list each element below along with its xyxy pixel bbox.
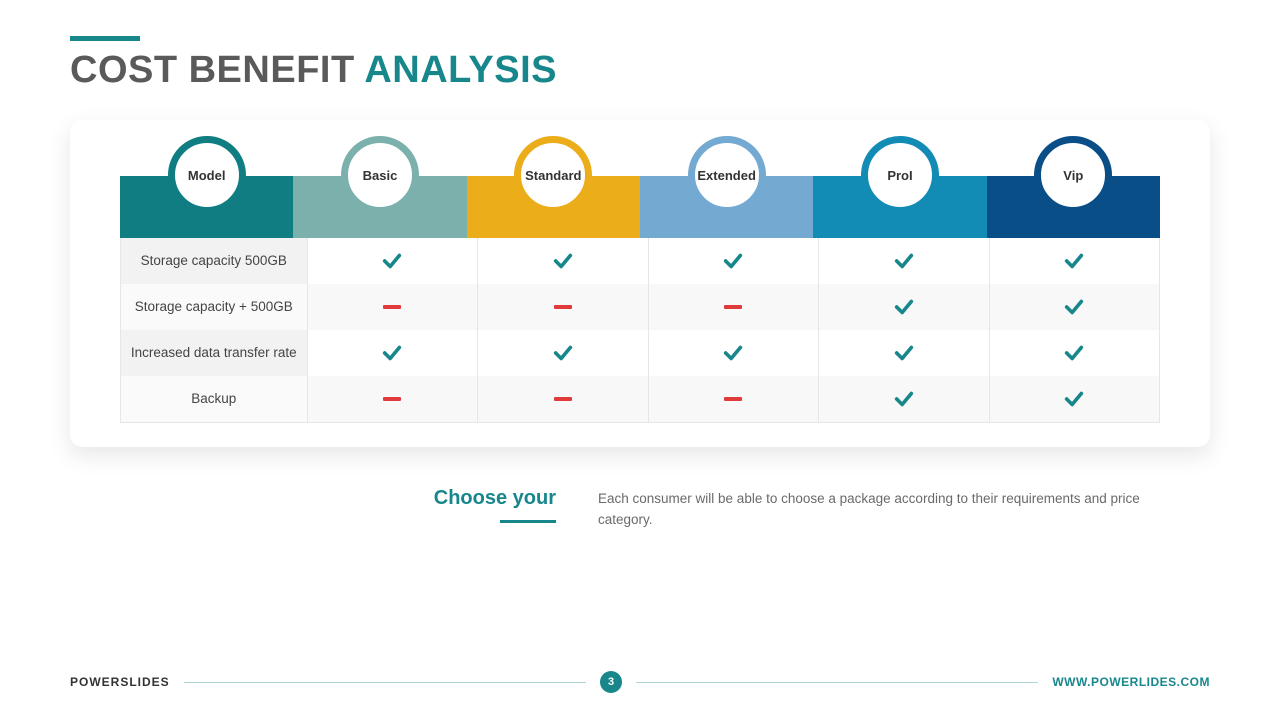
subtitle-heading: Choose your — [70, 487, 556, 510]
feature-cell — [649, 330, 820, 376]
table-row: Backup — [121, 376, 1159, 422]
check-icon — [381, 342, 403, 364]
plan-column: Basic — [293, 176, 466, 238]
footer-line-right — [636, 682, 1038, 683]
table-row: Increased data transfer rate — [121, 330, 1159, 376]
plan-circle: Standard — [514, 136, 592, 214]
check-icon — [1063, 296, 1085, 318]
check-icon — [552, 342, 574, 364]
page-title: COST BENEFIT ANALYSIS — [70, 49, 1210, 92]
check-icon — [1063, 388, 1085, 410]
slide: COST BENEFIT ANALYSIS ModelBasicStandard… — [0, 0, 1280, 719]
comparison-card: ModelBasicStandardExtendedProIVip Storag… — [70, 120, 1210, 447]
feature-label: Increased data transfer rate — [121, 330, 308, 376]
dash-icon — [554, 305, 572, 309]
feature-cell — [990, 284, 1160, 330]
feature-cell — [990, 238, 1160, 284]
subtitle-row: Choose your Each consumer will be able t… — [70, 487, 1210, 531]
check-icon — [893, 342, 915, 364]
footer-url: WWW.POWERLIDES.COM — [1052, 675, 1210, 689]
feature-cell — [478, 284, 649, 330]
plan-circle: Vip — [1034, 136, 1112, 214]
title-accent-bar — [70, 36, 140, 41]
dash-icon — [724, 305, 742, 309]
plan-column: Standard — [467, 176, 640, 238]
table-row: Storage capacity + 500GB — [121, 284, 1159, 330]
feature-cell — [819, 284, 990, 330]
check-icon — [552, 250, 574, 272]
check-icon — [1063, 342, 1085, 364]
feature-cell — [308, 376, 479, 422]
feature-cell — [819, 330, 990, 376]
footer: POWERSLIDES 3 WWW.POWERLIDES.COM — [70, 671, 1210, 693]
check-icon — [722, 342, 744, 364]
check-icon — [893, 296, 915, 318]
subtitle-left: Choose your — [70, 487, 598, 531]
feature-cell — [649, 284, 820, 330]
plan-column: ProI — [813, 176, 986, 238]
check-icon — [893, 388, 915, 410]
feature-label: Backup — [121, 376, 308, 422]
check-icon — [893, 250, 915, 272]
dash-icon — [724, 397, 742, 401]
dash-icon — [383, 305, 401, 309]
check-icon — [381, 250, 403, 272]
footer-line-left — [184, 682, 586, 683]
plans-header: ModelBasicStandardExtendedProIVip — [120, 150, 1160, 238]
feature-label: Storage capacity 500GB — [121, 238, 308, 284]
plan-column: Model — [120, 176, 293, 238]
feature-cell — [819, 238, 990, 284]
plan-circle: ProI — [861, 136, 939, 214]
title-part-1: COST BENEFIT — [70, 49, 355, 91]
check-icon — [722, 250, 744, 272]
feature-cell — [478, 330, 649, 376]
footer-brand: POWERSLIDES — [70, 675, 170, 689]
feature-cell — [308, 238, 479, 284]
plan-column: Extended — [640, 176, 813, 238]
feature-label: Storage capacity + 500GB — [121, 284, 308, 330]
plan-circle: Extended — [688, 136, 766, 214]
plan-column: Vip — [987, 176, 1160, 238]
feature-cell — [649, 238, 820, 284]
feature-cell — [990, 330, 1160, 376]
dash-icon — [383, 397, 401, 401]
title-part-2: ANALYSIS — [364, 49, 557, 91]
feature-cell — [649, 376, 820, 422]
feature-cell — [478, 238, 649, 284]
feature-cell — [308, 330, 479, 376]
plan-circle: Basic — [341, 136, 419, 214]
footer-page-number: 3 — [600, 671, 622, 693]
subtitle-accent — [500, 520, 556, 523]
plan-circle: Model — [168, 136, 246, 214]
feature-cell — [478, 376, 649, 422]
feature-cell — [990, 376, 1160, 422]
table-row: Storage capacity 500GB — [121, 238, 1159, 284]
feature-grid: Storage capacity 500GBStorage capacity +… — [120, 238, 1160, 423]
dash-icon — [554, 397, 572, 401]
feature-cell — [308, 284, 479, 330]
check-icon — [1063, 250, 1085, 272]
subtitle-body: Each consumer will be able to choose a p… — [598, 487, 1170, 531]
feature-cell — [819, 376, 990, 422]
